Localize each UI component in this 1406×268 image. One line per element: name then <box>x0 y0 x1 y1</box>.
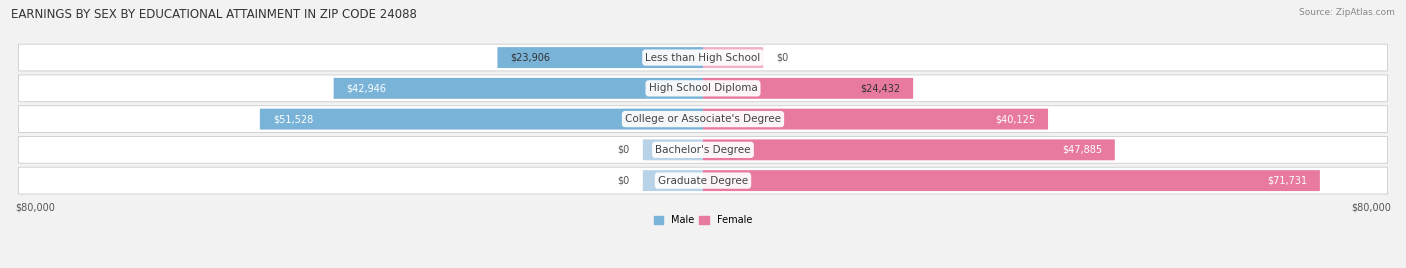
FancyBboxPatch shape <box>18 106 1388 132</box>
Text: Source: ZipAtlas.com: Source: ZipAtlas.com <box>1299 8 1395 17</box>
FancyBboxPatch shape <box>703 109 1047 129</box>
Text: Bachelor's Degree: Bachelor's Degree <box>655 145 751 155</box>
Text: $51,528: $51,528 <box>273 114 314 124</box>
Text: $23,906: $23,906 <box>510 53 550 62</box>
FancyBboxPatch shape <box>703 78 912 99</box>
Text: $40,125: $40,125 <box>995 114 1035 124</box>
FancyBboxPatch shape <box>18 75 1388 102</box>
FancyBboxPatch shape <box>260 109 703 129</box>
FancyBboxPatch shape <box>18 167 1388 194</box>
Legend: Male, Female: Male, Female <box>650 212 756 229</box>
Text: $0: $0 <box>617 145 630 155</box>
FancyBboxPatch shape <box>703 139 1115 160</box>
FancyBboxPatch shape <box>703 47 763 68</box>
FancyBboxPatch shape <box>18 136 1388 163</box>
Text: $80,000: $80,000 <box>15 203 55 213</box>
Text: $47,885: $47,885 <box>1062 145 1102 155</box>
Text: $0: $0 <box>776 53 789 62</box>
Text: Less than High School: Less than High School <box>645 53 761 62</box>
FancyBboxPatch shape <box>18 44 1388 71</box>
Text: $71,731: $71,731 <box>1267 176 1308 186</box>
FancyBboxPatch shape <box>703 170 1320 191</box>
Text: EARNINGS BY SEX BY EDUCATIONAL ATTAINMENT IN ZIP CODE 24088: EARNINGS BY SEX BY EDUCATIONAL ATTAINMEN… <box>11 8 418 21</box>
Text: $0: $0 <box>617 176 630 186</box>
Text: Graduate Degree: Graduate Degree <box>658 176 748 186</box>
FancyBboxPatch shape <box>643 170 703 191</box>
FancyBboxPatch shape <box>333 78 703 99</box>
Text: College or Associate's Degree: College or Associate's Degree <box>626 114 780 124</box>
Text: $80,000: $80,000 <box>1351 203 1391 213</box>
FancyBboxPatch shape <box>498 47 703 68</box>
Text: $42,946: $42,946 <box>346 83 387 93</box>
Text: High School Diploma: High School Diploma <box>648 83 758 93</box>
FancyBboxPatch shape <box>643 139 703 160</box>
Text: $24,432: $24,432 <box>860 83 900 93</box>
